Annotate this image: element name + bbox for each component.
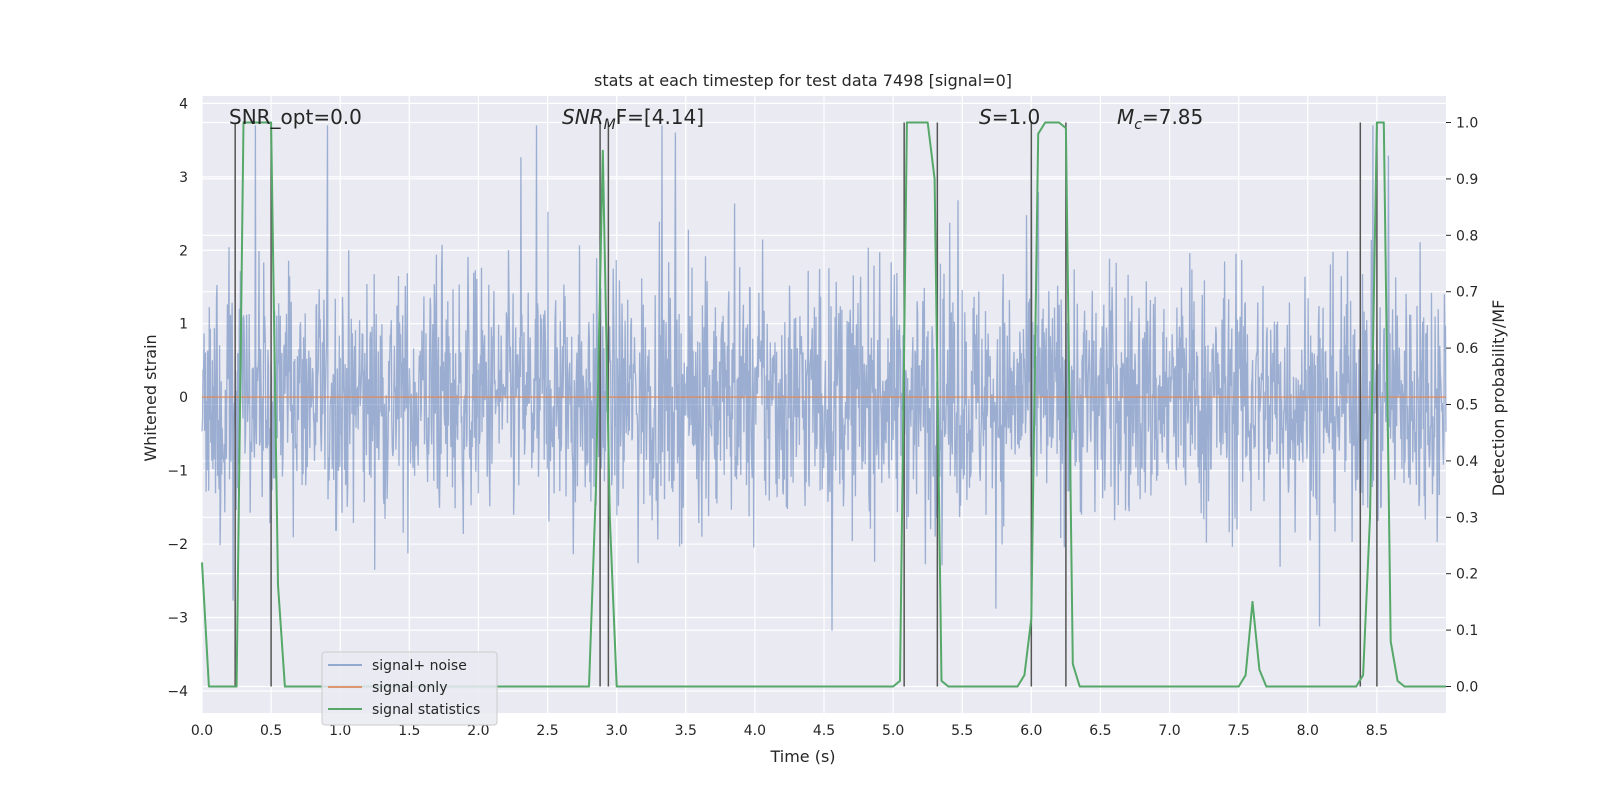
y-tick-label: 0 (179, 390, 188, 406)
annotation-s: S=1.0 (979, 105, 1040, 129)
y-tick-label: −2 (167, 537, 188, 553)
x-tick-label: 4.0 (744, 723, 766, 739)
signal-statistics-series (201, 121, 1446, 688)
y-right-tick-label: 0.0 (1456, 679, 1478, 695)
y-tick-label: 2 (179, 243, 188, 259)
x-tick-label: 8.5 (1366, 723, 1388, 739)
annotation-snr-opt: SNR_opt=0.0 (229, 105, 362, 129)
y-right-axis-ticks: 0.0 0.1 0.2 0.3 0.4 0.5 0.6 0.7 0.8 0.9 1.0 (1446, 116, 1478, 695)
x-tick-label: 6.5 (1089, 723, 1111, 739)
x-tick-label: 7.5 (1228, 723, 1250, 739)
legend-box (321, 651, 498, 726)
x-tick-label: 2.0 (467, 723, 489, 739)
annotation-snr-mf: SNRMF=[4.14] (562, 105, 704, 133)
y-right-tick-label: 0.7 (1456, 285, 1478, 301)
annotation-mc-tail: =7.85 (1142, 105, 1203, 129)
y-right-tick-label: 0.8 (1456, 228, 1478, 244)
legend-label-signal: signal only (372, 680, 447, 696)
annotation-snr-mf-tail: F=[4.14] (616, 105, 704, 129)
legend-label-stats: signal statistics (372, 702, 480, 718)
legend-label-noise: signal+ noise (372, 658, 467, 674)
y-right-tick-label: 0.6 (1456, 341, 1478, 357)
y-axis-label: Whitened strain (141, 334, 160, 461)
y-tick-label: −1 (167, 464, 188, 480)
y-right-tick-label: 0.4 (1456, 454, 1478, 470)
x-tick-label: 0.5 (260, 723, 282, 739)
y-right-axis-label: Detection probability/MF (1489, 300, 1508, 497)
x-tick-label: 1.5 (398, 723, 420, 739)
x-tick-label: 7.0 (1158, 723, 1180, 739)
annotation-snr-mf-sub: M (604, 117, 616, 133)
x-tick-label: 5.0 (882, 723, 904, 739)
y-tick-label: −4 (167, 684, 188, 700)
annotation-mc: Mc=7.85 (1117, 105, 1203, 133)
y-right-tick-label: 1.0 (1456, 116, 1478, 132)
signal-statistics-line (201, 121, 1446, 688)
x-tick-label: 4.5 (813, 723, 835, 739)
chart-title: stats at each timestep for test data 749… (594, 71, 1012, 90)
annotation-s-main: S (979, 105, 992, 129)
x-tick-label: 5.5 (951, 723, 973, 739)
x-tick-label: 8.0 (1297, 723, 1319, 739)
y-right-tick-label: 0.5 (1456, 398, 1478, 414)
x-axis-ticks: 0.0 0.5 1.0 1.5 2.0 2.5 3.0 3.5 4.0 4.5 5.0 5.5 6.0 6… (191, 723, 1388, 739)
signal-noise-line (201, 125, 1447, 631)
x-axis-label: Time (s) (769, 747, 835, 766)
y-axis-ticks: −4 −3 −2 −1 0 1 2 3 4 (167, 96, 188, 700)
annotation-snr-mf-main: SNR (562, 105, 604, 129)
y-tick-label: −3 (167, 611, 188, 627)
x-tick-label: 3.0 (606, 723, 628, 739)
x-tick-label: 6.0 (1020, 723, 1042, 739)
x-tick-label: 3.5 (675, 723, 697, 739)
signal-noise-series (201, 125, 1447, 631)
x-tick-label: 2.5 (536, 723, 558, 739)
y-tick-label: 1 (179, 317, 188, 333)
x-tick-label: 0.0 (191, 723, 213, 739)
y-tick-label: 3 (179, 170, 188, 186)
y-right-tick-label: 0.2 (1456, 567, 1478, 583)
annotation-mc-main: M (1117, 105, 1134, 129)
y-right-tick-label: 0.9 (1456, 172, 1478, 188)
legend: signal+ noise signal only signal statist… (321, 651, 498, 726)
annotation-s-tail: =1.0 (992, 105, 1041, 129)
y-right-tick-label: 0.1 (1456, 623, 1478, 639)
y-tick-label: 4 (179, 96, 188, 112)
x-tick-label: 1.0 (329, 723, 351, 739)
y-right-tick-label: 0.3 (1456, 510, 1478, 526)
annotation-mc-sub: c (1134, 117, 1142, 133)
